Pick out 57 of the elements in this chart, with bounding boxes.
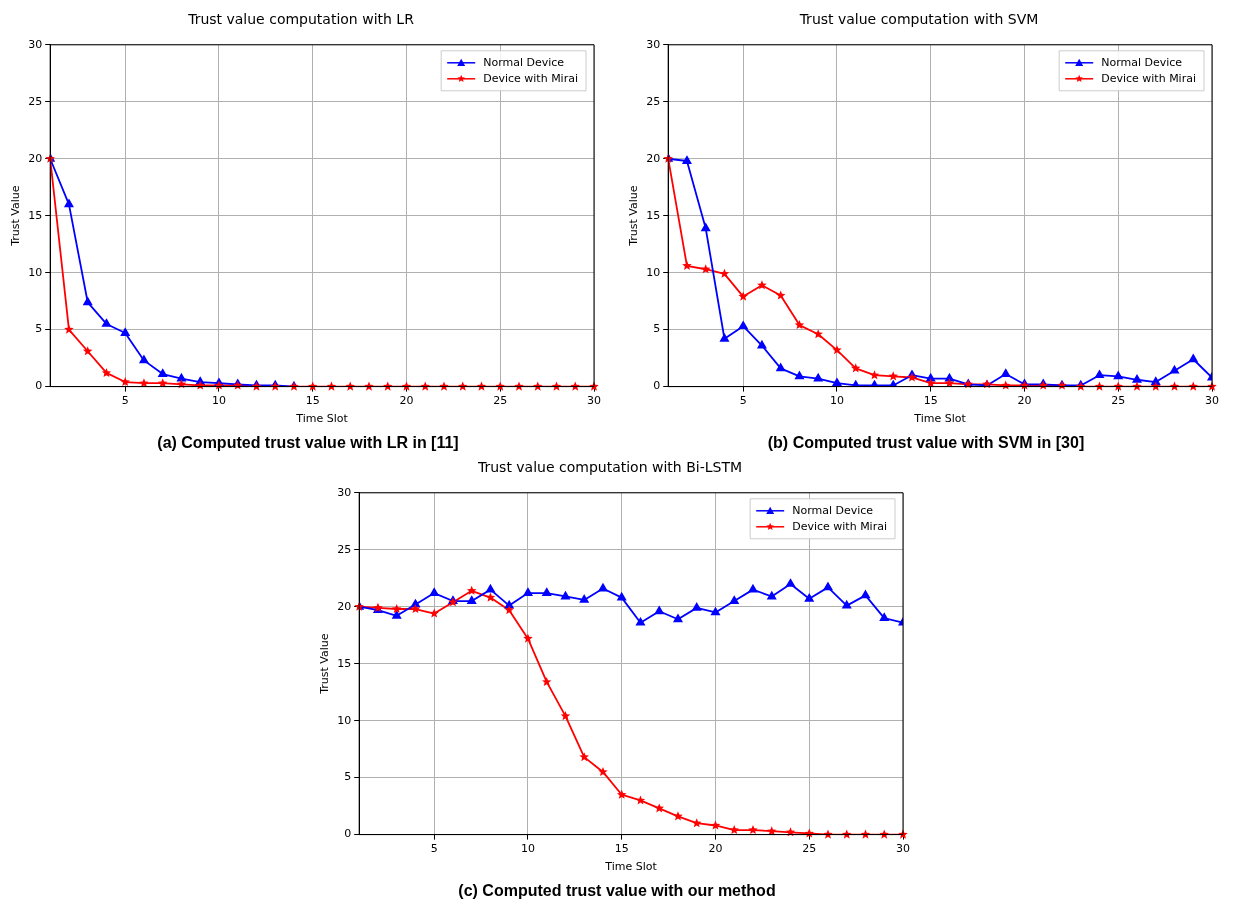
text: (a) Computed trust value with LR in [11] — [157, 434, 459, 452]
y-tick-label: 5 — [344, 770, 352, 784]
x-tick-label: 25 — [1111, 394, 1126, 408]
y-tick-label: 15 — [28, 208, 43, 222]
y-tick-label: 0 — [344, 827, 352, 841]
y-tick-label: 30 — [28, 37, 43, 51]
chart-title: Trust value computation with Bi-LSTM — [476, 459, 743, 476]
y-tick-label: 15 — [337, 656, 352, 670]
x-axis-title: Time Slot — [913, 412, 967, 426]
y-axis-title: Trust Value — [627, 185, 641, 247]
y-tick-label: 5 — [653, 322, 661, 336]
x-axis-title: Time Slot — [604, 860, 658, 874]
x-tick-label: 5 — [121, 394, 129, 408]
y-tick-label: 20 — [646, 151, 661, 165]
x-tick-label: 30 — [587, 394, 601, 408]
y-tick-label: 5 — [35, 322, 43, 336]
y-tick-label: 10 — [337, 713, 352, 727]
x-tick-label: 15 — [305, 394, 320, 408]
legend-label: Normal Device — [792, 503, 874, 517]
x-tick-label: 20 — [1017, 394, 1032, 408]
x-tick-label: 30 — [1205, 394, 1219, 408]
x-tick-label: 15 — [923, 394, 938, 408]
y-tick-label: 25 — [28, 94, 43, 108]
chart-title: Trust value computation with LR — [187, 11, 415, 28]
y-tick-label: 25 — [646, 94, 661, 108]
x-tick-label: 10 — [829, 394, 844, 408]
y-tick-label: 20 — [28, 151, 43, 165]
x-tick-label: 25 — [802, 842, 817, 856]
legend-label: Device with Mirai — [483, 71, 579, 85]
x-tick-label: 5 — [430, 842, 438, 856]
x-axis-title: Time Slot — [295, 412, 349, 426]
x-tick-label: 10 — [211, 394, 226, 408]
x-tick-label: 15 — [614, 842, 629, 856]
x-tick-label: 20 — [708, 842, 723, 856]
y-tick-label: 20 — [337, 599, 352, 613]
x-tick-label: 25 — [493, 394, 508, 408]
y-tick-label: 15 — [646, 208, 661, 222]
y-tick-label: 25 — [337, 542, 352, 556]
y-axis-title: Trust Value — [9, 185, 23, 247]
text: (b) Computed trust value with SVM in [30] — [767, 434, 1085, 452]
y-axis-title: Trust Value — [318, 633, 332, 695]
legend-label: Normal Device — [483, 55, 565, 69]
text: (c) Computed trust value with our method — [458, 882, 776, 900]
y-tick-label: 0 — [653, 379, 661, 393]
x-tick-label: 30 — [896, 842, 910, 856]
legend-label: Device with Mirai — [792, 519, 888, 533]
x-tick-label: 5 — [739, 394, 747, 408]
x-tick-label: 10 — [520, 842, 535, 856]
y-tick-label: 10 — [28, 265, 43, 279]
y-tick-label: 10 — [646, 265, 661, 279]
y-tick-label: 30 — [646, 37, 661, 51]
chart-title: Trust value computation with SVM — [798, 11, 1039, 28]
legend-label: Normal Device — [1101, 55, 1183, 69]
y-tick-label: 0 — [35, 379, 43, 393]
y-tick-label: 30 — [337, 485, 352, 499]
x-tick-label: 20 — [399, 394, 414, 408]
legend-label: Device with Mirai — [1101, 71, 1197, 85]
